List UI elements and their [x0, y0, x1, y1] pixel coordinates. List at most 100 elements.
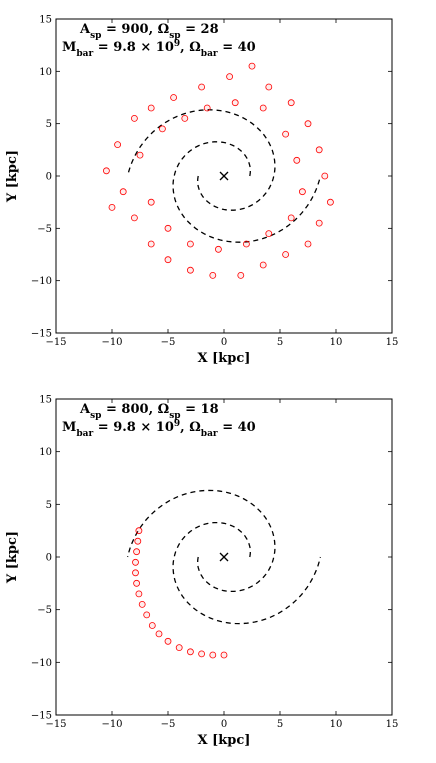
scatter-point	[130, 214, 138, 222]
center-marker	[219, 552, 229, 562]
annotation-line-1: Mbar = 9.8 × 109, Ωbar = 40	[62, 39, 256, 59]
y-tick-label: −15	[31, 329, 52, 340]
x-tick-label: 5	[277, 719, 283, 730]
y-tick-label: 15	[39, 395, 52, 406]
scatter-point	[175, 644, 183, 651]
x-tick-label: 0	[221, 719, 227, 730]
spiral-arm-1	[172, 521, 322, 625]
x-tick-label: 15	[386, 337, 399, 348]
x-tick-label: −5	[161, 337, 176, 348]
scatter-point	[209, 271, 217, 279]
scatter-point	[132, 558, 139, 566]
scatter-point	[203, 104, 211, 112]
x-tick-label: 10	[330, 337, 343, 348]
scatter-point	[186, 266, 194, 274]
x-axis-label: X [kpc]	[198, 733, 251, 748]
scatter-point	[133, 579, 141, 587]
y-tick-label: 0	[46, 553, 52, 564]
y-tick-label: 10	[39, 447, 52, 458]
scatter-point	[135, 527, 143, 535]
scatter-point	[164, 224, 172, 232]
scatter-point	[315, 219, 323, 227]
scatter-point	[147, 198, 155, 206]
scatter-point	[209, 651, 217, 659]
scatter-point	[114, 141, 121, 149]
scatter-point	[265, 230, 273, 238]
scatter-point	[147, 104, 155, 112]
scatter-point	[326, 198, 334, 206]
scatter-point	[136, 151, 144, 159]
scatter-point	[242, 240, 250, 248]
scatter-point	[293, 156, 301, 164]
x-tick-label: −5	[161, 719, 176, 730]
scatter-point	[282, 251, 290, 258]
scatter-point	[231, 99, 239, 107]
scatter-point	[287, 214, 295, 222]
y-tick-label: −15	[31, 711, 52, 722]
y-tick-label: 5	[46, 500, 52, 511]
scatter-point	[134, 537, 142, 545]
scatter-point	[259, 261, 267, 269]
scatter-point	[170, 94, 178, 101]
y-tick-label: −10	[31, 276, 52, 287]
scatter-point	[237, 271, 245, 279]
scatter-point	[164, 256, 172, 264]
y-tick-label: −5	[37, 224, 52, 235]
scatter-point	[103, 167, 110, 175]
scatter-point	[304, 240, 312, 248]
panel-bottom: −15 −10 −5 0 5 10 15 −15 −10 −5 0 5 10 15 X [kpc] Y [kp…	[5, 395, 398, 749]
scatter-point	[132, 569, 139, 577]
scatter-point	[186, 240, 194, 248]
y-axis-label: Y [kpc]	[5, 531, 20, 584]
scatter-point	[133, 548, 141, 556]
x-axis-label: X [kpc]	[198, 351, 251, 366]
scatter-point	[282, 130, 290, 138]
plot-area	[126, 489, 322, 659]
scatter-point	[186, 648, 194, 656]
x-tick-label: 15	[386, 719, 399, 730]
panel-top: −15 −10 −5 0 5 10 15 −15 −10 −5 0 5 10 15 X [kpc] Y [kp…	[5, 15, 398, 367]
plot-area	[103, 62, 334, 279]
spiral-arm-0	[126, 109, 276, 211]
y-tick-label: 0	[46, 172, 52, 183]
scatter-point	[119, 188, 127, 196]
y-tick-label: −10	[31, 658, 52, 669]
scatter-point	[108, 203, 116, 211]
scatter-point	[164, 637, 172, 645]
scatter-point	[198, 650, 206, 658]
scatter-point	[226, 73, 234, 80]
scatter-point	[298, 188, 306, 196]
scatter-point	[248, 62, 256, 70]
scatter-point	[135, 590, 143, 598]
scatter-point	[198, 83, 206, 91]
scatter-point	[315, 146, 323, 154]
annotation-line-1: Mbar = 9.8 × 109, Ωbar = 40	[62, 419, 256, 439]
x-tick-label: −10	[101, 337, 122, 348]
x-tick-label: 5	[277, 337, 283, 348]
scatter-point	[287, 99, 295, 107]
scatter-point	[304, 120, 312, 128]
scatter-point	[148, 622, 156, 629]
scatter-point	[155, 630, 163, 638]
scatter-point	[130, 115, 138, 122]
x-tick-label: 0	[221, 337, 227, 348]
scatter-point	[214, 245, 222, 253]
y-tick-label: −5	[37, 605, 52, 616]
scatter-point	[147, 240, 155, 248]
scatter-point	[259, 104, 267, 112]
x-tick-label: −15	[45, 337, 66, 348]
annotation-line-0: Asp = 900, Ωsp = 28	[79, 22, 219, 41]
scatter-point	[158, 125, 166, 133]
scatter-point	[138, 601, 146, 608]
x-tick-label: 10	[330, 719, 343, 730]
center-marker	[219, 171, 229, 181]
scatter-point	[143, 611, 151, 619]
x-tick-label: −15	[45, 719, 66, 730]
y-tick-label: 5	[46, 119, 52, 130]
y-tick-label: 10	[39, 67, 52, 78]
spiral-arm-0	[126, 489, 276, 593]
annotation-line-0: Asp = 800, Ωsp = 18	[79, 402, 219, 421]
y-tick-label: 15	[39, 15, 52, 26]
x-tick-label: −10	[101, 719, 122, 730]
